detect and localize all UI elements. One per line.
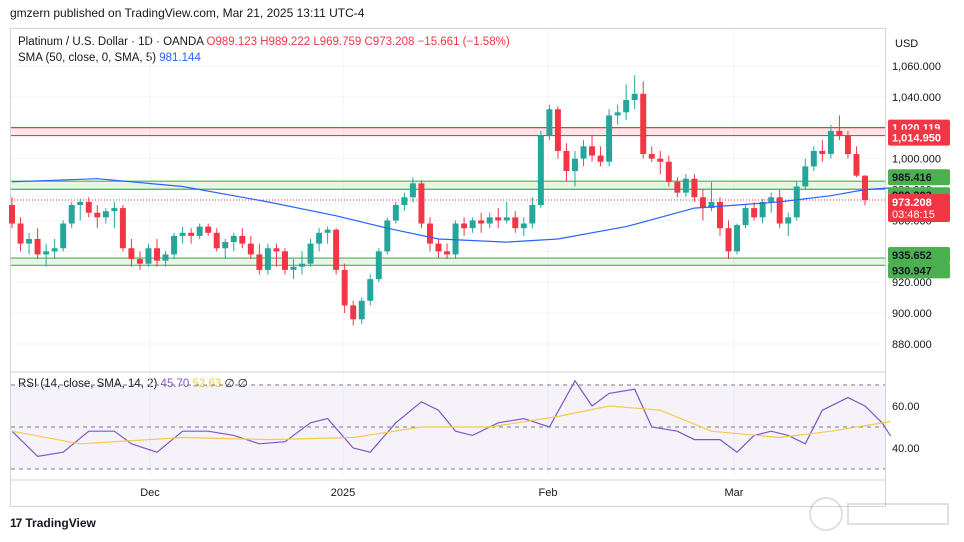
change-value: −15.661 (−1.58%) — [417, 36, 510, 48]
watermark-logo-icon — [809, 497, 949, 531]
footer-brand-label: TradingView — [25, 516, 96, 530]
support-level-label: 935.652 — [892, 250, 932, 262]
support-level-label: 985.416 — [892, 172, 932, 184]
rsi-sma-value: 52.63 — [192, 378, 222, 390]
rsi-tick-label: 60.00 — [892, 401, 920, 413]
support-level-label-bg — [888, 262, 950, 279]
rsi-extra: ∅ ∅ — [224, 378, 248, 390]
rsi-legend: RSI (14, close, SMA, 14, 2) 45.70 52.63 … — [18, 376, 248, 390]
price-tick-label: 940.000 — [892, 246, 932, 258]
support-level-label-bg — [888, 169, 950, 186]
rsi-value: 45.70 — [160, 378, 190, 390]
currency-label[interactable]: USD — [895, 38, 919, 50]
price-tick-label: 900.000 — [892, 308, 932, 320]
price-tick-label: 920.000 — [892, 277, 932, 289]
last-price-label: 973.208 — [892, 197, 932, 209]
low-value: L969.759 — [313, 36, 362, 48]
price-tick-label: 1,020.000 — [892, 123, 941, 135]
resistance-level-label: 1,014.950 — [892, 133, 941, 145]
price-legend: Platinum / U.S. Dollar · 1D · OANDA O989… — [18, 36, 510, 48]
last-price-bg — [888, 194, 950, 223]
price-tick-label: 960.000 — [892, 215, 932, 227]
sma-legend: SMA (50, close, 0, SMA, 5) 981.144 — [18, 52, 201, 64]
chart-frame[interactable] — [10, 28, 886, 507]
rsi-tick-label: 40.00 — [892, 443, 920, 455]
sma-value: 981.144 — [159, 52, 201, 64]
price-tick-label: 1,000.000 — [892, 154, 941, 166]
price-axis: 1,060.000 1,040.000 1,020.000 1,000.000 980.… — [888, 61, 950, 455]
support-level-label: 930.947 — [892, 265, 932, 277]
countdown-label: 03:48:15 — [892, 209, 935, 221]
tradingview-logo-icon: 17 — [10, 516, 22, 530]
footer-brand[interactable]: 17 TradingView — [10, 516, 96, 530]
high-value: H989.222 — [260, 36, 311, 48]
resistance-level-label-bg — [888, 119, 950, 136]
published-header: gmzern published on TradingView.com, Mar… — [10, 6, 365, 20]
support-level-label-bg — [888, 247, 950, 264]
symbol-title[interactable]: Platinum / U.S. Dollar · 1D · OANDA — [18, 36, 204, 48]
price-tick-label: 980.000 — [892, 185, 932, 197]
resistance-level-label: 1,020.119 — [892, 123, 940, 135]
price-tick-label: 1,060.000 — [892, 61, 941, 73]
support-level-label-bg — [888, 187, 950, 204]
price-tick-label: 880.000 — [892, 339, 932, 351]
close-value: C973.208 — [364, 36, 415, 48]
support-level-label: 980.203 — [892, 190, 932, 202]
rsi-label[interactable]: RSI (14, close, SMA, 14, 2) — [18, 378, 158, 390]
sma-label[interactable]: SMA (50, close, 0, SMA, 5) — [18, 52, 157, 64]
price-tick-label: 1,040.000 — [892, 92, 941, 104]
open-value: O989.123 — [206, 36, 258, 48]
resistance-level-label-bg — [888, 129, 950, 146]
